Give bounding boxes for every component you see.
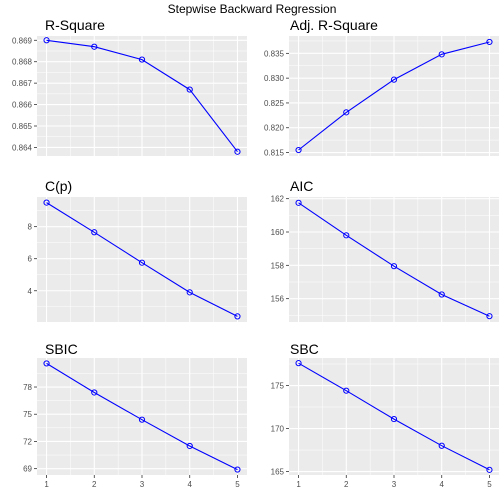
panel-title: SBIC	[45, 341, 78, 357]
data-point	[186, 442, 193, 450]
y-tick-label: 156	[271, 295, 285, 304]
panels: 0.8640.8650.8660.8670.8680.869R-Square0.…	[12, 17, 499, 489]
y-tick-label: 0.835	[264, 49, 285, 58]
data-point	[91, 389, 98, 396]
data-point	[390, 415, 398, 423]
panel-title: AIC	[290, 178, 313, 194]
panel-title: R-Square	[45, 17, 105, 33]
data-point	[390, 76, 398, 83]
y-tick-label: 158	[271, 261, 285, 270]
data-point	[43, 199, 50, 206]
y-tick-label: 78	[23, 383, 32, 392]
data-point	[91, 43, 98, 50]
data-point	[390, 263, 398, 270]
data-point	[343, 387, 350, 394]
y-tick-label: 8	[28, 223, 33, 232]
series-line	[298, 202, 490, 317]
x-tick-label: 4	[188, 480, 193, 489]
x-tick-label: 5	[487, 480, 492, 489]
data-point	[43, 360, 50, 367]
y-tick-label: 0.865	[12, 122, 33, 131]
x-tick-label: 5	[235, 480, 240, 489]
series-line	[46, 362, 238, 471]
y-tick-label: 0.864	[12, 143, 33, 152]
data-point	[486, 313, 493, 320]
panel-1: 0.864 0.865 0.866 0.867 0.868 0.869 R-Square	[12, 17, 247, 156]
x-tick-label: 3	[392, 480, 397, 489]
data-point	[138, 259, 146, 266]
y-tick-label: 75	[23, 410, 32, 419]
series-line	[298, 362, 490, 471]
data-point	[186, 86, 193, 93]
x-tick-label: 1	[296, 480, 301, 489]
y-tick-label: 175	[271, 382, 285, 391]
y-tick-label: 72	[23, 437, 32, 446]
data-point	[486, 38, 493, 46]
data-point	[186, 289, 193, 296]
data-point	[295, 146, 302, 154]
panel-2: 0.815 0.820 0.825 0.830 0.835 Adj. R-Square	[264, 17, 499, 158]
data-point	[438, 442, 445, 449]
y-tick-label: 170	[271, 425, 285, 434]
data-point	[234, 148, 241, 155]
data-point	[234, 313, 241, 320]
data-point	[343, 109, 350, 116]
x-tick-label: 2	[92, 480, 97, 489]
y-tick-label: 6	[28, 255, 33, 264]
y-tick-label: 4	[28, 287, 33, 296]
panel-title: SBC	[290, 341, 319, 357]
data-point	[295, 199, 302, 206]
data-point	[438, 51, 445, 58]
y-tick-label: 0.867	[12, 79, 33, 88]
y-tick-label: 0.825	[264, 99, 285, 108]
data-point	[138, 416, 146, 423]
panel-title: Adj. R-Square	[290, 17, 378, 33]
y-tick-label: 69	[23, 465, 32, 474]
y-tick-label: 0.815	[264, 149, 285, 158]
data-point	[343, 232, 350, 239]
data-point	[43, 37, 50, 44]
y-tick-label: 162	[271, 195, 285, 204]
figure-title: Stepwise Backward Regression	[168, 2, 337, 16]
y-tick-label: 0.866	[12, 101, 33, 110]
y-tick-label: 165	[271, 468, 285, 477]
panel-6: 165 170 175 1 2 3 4 5 SBC	[271, 341, 499, 489]
series-line	[298, 41, 490, 151]
x-tick-label: 4	[440, 480, 445, 489]
x-tick-label: 3	[140, 480, 145, 489]
data-point	[91, 229, 98, 236]
y-tick-label: 0.869	[12, 36, 33, 45]
series-line	[46, 39, 238, 153]
panel-5: 69 72 75 78 1 2 3 4 5 SBIC	[23, 341, 247, 489]
panel-title: C(p)	[45, 178, 72, 194]
panel-4: 156 158 160 162 AIC	[271, 178, 499, 322]
data-point	[486, 466, 493, 473]
y-tick-label: 0.820	[264, 124, 285, 133]
data-point	[438, 291, 445, 298]
y-tick-label: 0.868	[12, 58, 33, 67]
y-tick-label: 160	[271, 228, 285, 237]
data-point	[138, 56, 146, 63]
panel-3: 4 6 8 C(p)	[28, 178, 247, 322]
y-tick-label: 0.830	[264, 74, 285, 83]
series-line	[46, 202, 238, 317]
x-tick-label: 1	[44, 480, 49, 489]
data-point	[234, 466, 241, 473]
x-tick-label: 2	[344, 480, 349, 489]
data-point	[295, 360, 302, 367]
